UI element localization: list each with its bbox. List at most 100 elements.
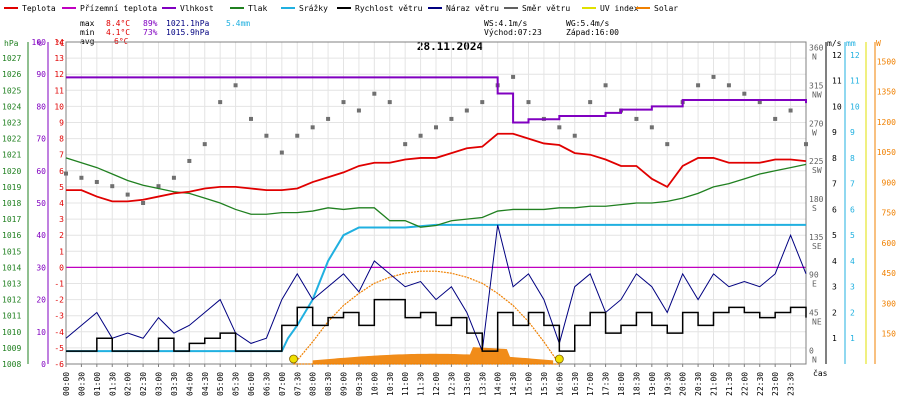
x-tick-2: 01:00 bbox=[93, 372, 102, 396]
wind-dir-point bbox=[356, 108, 361, 113]
legend-label-2: Přízemní teplota bbox=[80, 4, 157, 13]
axis-unit-pct: % bbox=[37, 39, 42, 48]
x-tick-40: 20:00 bbox=[679, 372, 688, 396]
x-tick-45: 22:30 bbox=[756, 372, 765, 396]
wind-dir-point bbox=[125, 192, 130, 197]
legend: Teplota Přízemní teplota Vlhkost Tlak Srážky… bbox=[4, 4, 678, 13]
temp-tick-11: 5 bbox=[59, 183, 64, 192]
x-tick-29: 14:30 bbox=[509, 372, 518, 396]
x-tick-43: 21:30 bbox=[725, 372, 734, 396]
wind-dir-point bbox=[110, 184, 115, 189]
x-tick-20: 10:00 bbox=[370, 372, 379, 396]
w-tick-9: 1350 bbox=[877, 88, 896, 97]
x-tick-14: 07:00 bbox=[278, 372, 287, 396]
sunrise-marker bbox=[289, 354, 298, 364]
stat-0-0: max bbox=[80, 19, 95, 28]
x-tick-47: 23:30 bbox=[787, 372, 796, 396]
x-tick-41: 20:30 bbox=[694, 372, 703, 396]
stat-1-1: 4.1°C bbox=[106, 28, 130, 37]
winddir-label-4: S bbox=[812, 204, 817, 213]
x-tick-26: 13:00 bbox=[463, 372, 472, 396]
ms-tick-8: 8 bbox=[832, 154, 837, 163]
wind-direction-points bbox=[64, 74, 808, 205]
ms-tick-4: 4 bbox=[832, 257, 837, 266]
wind-dir-point bbox=[418, 133, 423, 138]
temp-tick-0: -6 bbox=[54, 360, 64, 369]
wind-dir-point bbox=[64, 171, 68, 176]
wind-gust-line bbox=[65, 224, 807, 352]
humidity-tick-9: 90 bbox=[36, 70, 46, 79]
ms-tick-2: 2 bbox=[832, 308, 837, 317]
pressure-tick-18: 1026 bbox=[2, 70, 21, 79]
mm-tick-7: 7 bbox=[850, 180, 855, 189]
x-tick-1: 00:30 bbox=[77, 372, 86, 396]
sunset-marker bbox=[554, 354, 564, 364]
temp-tick-15: 9 bbox=[59, 119, 64, 128]
ms-tick-7: 7 bbox=[832, 180, 837, 189]
x-tick-23: 11:30 bbox=[417, 372, 426, 396]
x-tick-6: 03:00 bbox=[155, 372, 164, 396]
w-tick-6: 900 bbox=[882, 178, 897, 187]
x-tick-22: 11:00 bbox=[401, 372, 410, 396]
wind-dir-point bbox=[434, 125, 438, 130]
x-axis: 00:00 00:30 01:00 01:30 02:00 02:30 03:00 03:30… bbox=[62, 364, 796, 396]
pressure-tick-14: 1022 bbox=[2, 135, 21, 144]
ms-tick-3: 3 bbox=[832, 283, 837, 292]
right-axes: m/s mm W0N45NE90E135SE180S225SW270W315NW36… bbox=[809, 39, 896, 378]
x-tick-24: 12:00 bbox=[432, 372, 441, 396]
pressure-tick-7: 1015 bbox=[2, 247, 21, 256]
x-tick-10: 05:00 bbox=[216, 372, 225, 396]
wind-dir-point bbox=[310, 125, 315, 130]
wind-dir-point bbox=[726, 83, 731, 88]
temp-tick-8: 2 bbox=[59, 231, 64, 240]
x-tick-39: 19:30 bbox=[663, 372, 672, 396]
wind-dir-point bbox=[295, 133, 300, 138]
x-tick-13: 06:30 bbox=[262, 372, 271, 396]
x-tick-9: 04:30 bbox=[201, 372, 210, 396]
wind-dir-point bbox=[187, 158, 192, 163]
x-tick-34: 17:00 bbox=[586, 372, 595, 396]
winddir-label-7: NW bbox=[812, 90, 822, 99]
pressure-tick-17: 1025 bbox=[2, 86, 21, 95]
stat-0-4: 5.4mm bbox=[226, 19, 250, 28]
stat-1-3: 1015.9hPa bbox=[166, 28, 210, 37]
pressure-tick-5: 1013 bbox=[2, 280, 21, 289]
temp-tick-1: -5 bbox=[54, 344, 64, 353]
x-tick-18: 09:00 bbox=[340, 372, 349, 396]
mm-tick-11: 11 bbox=[850, 77, 860, 86]
wind-dir-point bbox=[326, 116, 331, 121]
winddir-deg-1: 45 bbox=[809, 309, 819, 318]
pressure-tick-16: 1024 bbox=[2, 102, 21, 111]
mm-tick-12: 12 bbox=[850, 51, 860, 60]
mm-tick-6: 6 bbox=[850, 205, 855, 214]
wind-dir-point bbox=[572, 133, 577, 138]
wind-dir-point bbox=[156, 184, 161, 189]
ms-tick-1: 1 bbox=[832, 334, 837, 343]
temp-tick-6: 0 bbox=[59, 263, 64, 272]
wind-dir-point bbox=[742, 91, 747, 96]
x-tick-15: 07:30 bbox=[293, 372, 302, 396]
ms-tick-11: 11 bbox=[832, 77, 842, 86]
temp-tick-14: 8 bbox=[59, 135, 64, 144]
wind-dir-point bbox=[757, 100, 762, 105]
x-tick-0: 00:00 bbox=[62, 372, 71, 396]
x-tick-30: 15:00 bbox=[525, 372, 534, 396]
stat-0-3: 1021.1hPa bbox=[166, 19, 210, 28]
humidity-tick-5: 50 bbox=[36, 199, 46, 208]
mm-tick-2: 2 bbox=[850, 308, 855, 317]
ms-tick-6: 6 bbox=[832, 205, 837, 214]
humidity-tick-6: 60 bbox=[36, 167, 46, 176]
temp-tick-12: 6 bbox=[59, 167, 64, 176]
mm-tick-5: 5 bbox=[850, 231, 855, 240]
ms-tick-5: 5 bbox=[832, 231, 837, 240]
x-tick-11: 05:30 bbox=[232, 372, 241, 396]
legend-label-1: Teplota bbox=[22, 4, 56, 13]
x-tick-25: 12:30 bbox=[447, 372, 456, 396]
wind-dir-point bbox=[464, 108, 469, 113]
temp-tick-4: -2 bbox=[54, 296, 64, 305]
pressure-line bbox=[65, 157, 807, 228]
wind-dir-point bbox=[526, 100, 531, 105]
winddir-label-3: SE bbox=[812, 242, 822, 251]
wind-dir-point bbox=[171, 175, 176, 180]
